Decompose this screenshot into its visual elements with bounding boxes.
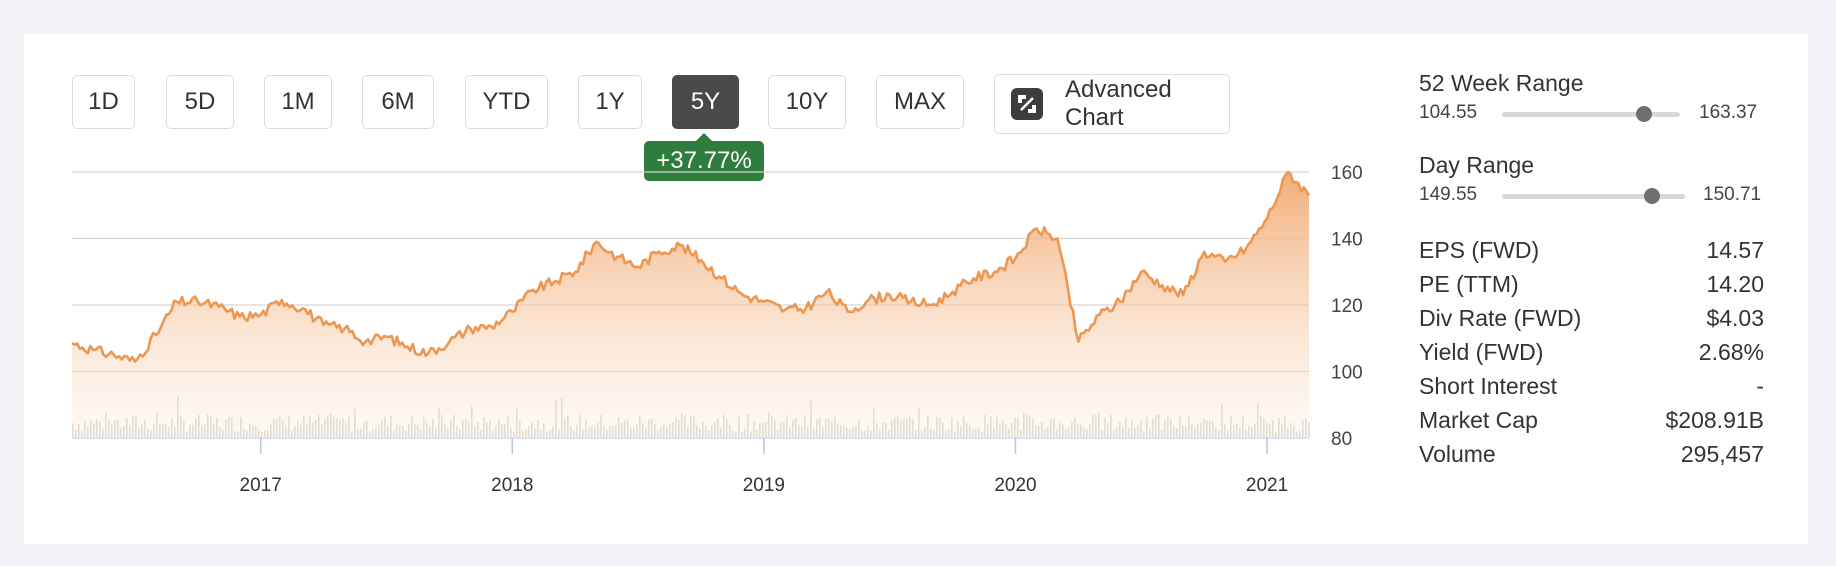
- stat-row: Div Rate (FWD) $4.03: [1419, 298, 1764, 338]
- range-button-1y[interactable]: 1Y: [578, 75, 642, 129]
- stats-panel: 52 Week Range 104.55 163.37 Day Range 14…: [1419, 70, 1799, 540]
- stat-label: PE (TTM): [1419, 270, 1519, 297]
- week52-title: 52 Week Range: [1419, 70, 1584, 96]
- y-tick-label: 120: [1331, 296, 1363, 317]
- day-range-low: 149.55: [1419, 184, 1478, 205]
- week52-marker: [1636, 106, 1653, 122]
- y-tick-label: 100: [1331, 363, 1363, 384]
- day-range-track: [1502, 188, 1685, 204]
- axis-ticks: 160 140 120 100 80 2017 2018 2019 2020 2021: [240, 163, 1363, 496]
- stat-label: Div Rate (FWD): [1419, 304, 1582, 331]
- stat-row: PE (TTM) 14.20: [1419, 264, 1764, 304]
- stat-label: Short Interest: [1419, 372, 1558, 399]
- stat-row: Yield (FWD) 2.68%: [1419, 332, 1764, 372]
- quote-card: 1D 5D 1M 6M YTD 1Y 5Y 10Y MAX Advanced C…: [24, 34, 1808, 544]
- stat-value: $208.91B: [1665, 406, 1764, 433]
- range-button-1m[interactable]: 1M: [264, 75, 332, 129]
- stat-row: EPS (FWD) 14.57: [1419, 230, 1764, 270]
- week52-low: 104.55: [1419, 102, 1478, 123]
- price-area: [71, 170, 1311, 438]
- y-tick-label: 80: [1331, 429, 1352, 450]
- stat-label: Yield (FWD): [1419, 338, 1544, 365]
- range-button-6m[interactable]: 6M: [362, 75, 434, 129]
- stat-row: Short Interest -: [1419, 366, 1764, 406]
- day-range-marker: [1644, 188, 1661, 204]
- stat-value: -: [1756, 372, 1764, 399]
- range-button-max[interactable]: MAX: [876, 75, 964, 129]
- range-button-5d[interactable]: 5D: [166, 75, 234, 129]
- stat-value: 295,457: [1680, 440, 1764, 467]
- badge-pointer: [695, 133, 713, 142]
- x-tick-label: 2021: [1246, 475, 1288, 496]
- advanced-chart-label: Advanced Chart: [1065, 76, 1172, 131]
- week52-track: [1502, 106, 1680, 122]
- expand-icon: [1011, 88, 1043, 120]
- day-range-high: 150.71: [1703, 184, 1762, 205]
- day-range-title: Day Range: [1419, 152, 1535, 178]
- advanced-chart-button[interactable]: Advanced Chart: [994, 74, 1230, 134]
- x-tick-label: 2019: [743, 475, 785, 496]
- y-tick-label: 160: [1331, 163, 1363, 184]
- stat-label: EPS (FWD): [1419, 236, 1540, 263]
- week52-high: 163.37: [1699, 102, 1758, 123]
- stat-value: 2.68%: [1698, 338, 1764, 365]
- stat-row: Volume 295,457: [1419, 434, 1764, 474]
- range-button-10y[interactable]: 10Y: [768, 75, 846, 129]
- stat-value: 14.57: [1706, 236, 1764, 263]
- y-tick-label: 140: [1331, 230, 1363, 251]
- price-line: [71, 170, 1311, 363]
- stat-value: $4.03: [1706, 304, 1764, 331]
- price-chart: 160 140 120 100 80 2017 2018 2019 2020 2021: [71, 163, 1363, 496]
- range-button-5y[interactable]: 5Y: [672, 75, 739, 129]
- price-area-fill: [72, 172, 1309, 438]
- stat-label: Market Cap: [1419, 406, 1538, 433]
- stat-row: Market Cap $208.91B: [1419, 400, 1764, 440]
- x-tick-label: 2020: [994, 475, 1036, 496]
- range-button-1d[interactable]: 1D: [72, 75, 135, 129]
- range-button-ytd[interactable]: YTD: [465, 75, 548, 129]
- x-tick-label: 2017: [240, 475, 282, 496]
- stat-value: 14.20: [1706, 270, 1764, 297]
- change-badge: +37.77%: [644, 141, 764, 181]
- stat-label: Volume: [1419, 440, 1496, 467]
- x-tick-label: 2018: [491, 475, 533, 496]
